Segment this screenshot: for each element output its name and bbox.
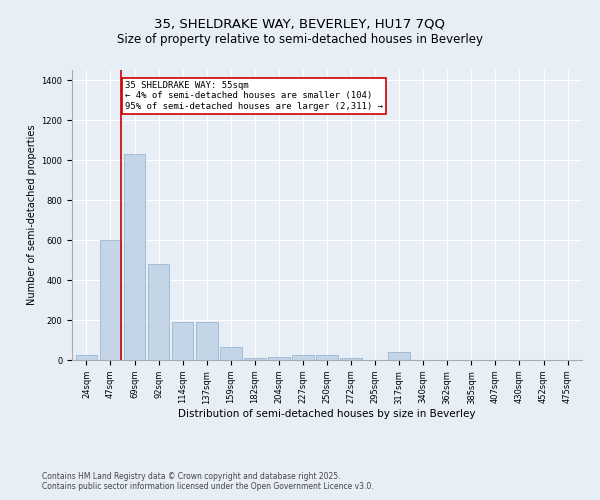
Bar: [268, 357, 290, 360]
Bar: [220, 347, 242, 360]
Bar: [148, 264, 169, 360]
Bar: [76, 355, 97, 360]
X-axis label: Distribution of semi-detached houses by size in Beverley: Distribution of semi-detached houses by …: [178, 409, 476, 419]
Bar: [172, 322, 193, 360]
Bar: [100, 240, 121, 360]
Bar: [124, 154, 145, 360]
Text: 35 SHELDRAKE WAY: 55sqm
← 4% of semi-detached houses are smaller (104)
95% of se: 35 SHELDRAKE WAY: 55sqm ← 4% of semi-det…: [125, 81, 383, 111]
Text: Contains HM Land Registry data © Crown copyright and database right 2025.: Contains HM Land Registry data © Crown c…: [42, 472, 341, 481]
Bar: [196, 322, 218, 360]
Bar: [292, 355, 314, 360]
Bar: [316, 355, 338, 360]
Bar: [244, 358, 266, 360]
Bar: [340, 358, 362, 360]
Bar: [388, 352, 410, 360]
Text: Contains public sector information licensed under the Open Government Licence v3: Contains public sector information licen…: [42, 482, 374, 491]
Text: Size of property relative to semi-detached houses in Beverley: Size of property relative to semi-detach…: [117, 32, 483, 46]
Text: 35, SHELDRAKE WAY, BEVERLEY, HU17 7QQ: 35, SHELDRAKE WAY, BEVERLEY, HU17 7QQ: [155, 18, 445, 30]
Y-axis label: Number of semi-detached properties: Number of semi-detached properties: [27, 124, 37, 305]
